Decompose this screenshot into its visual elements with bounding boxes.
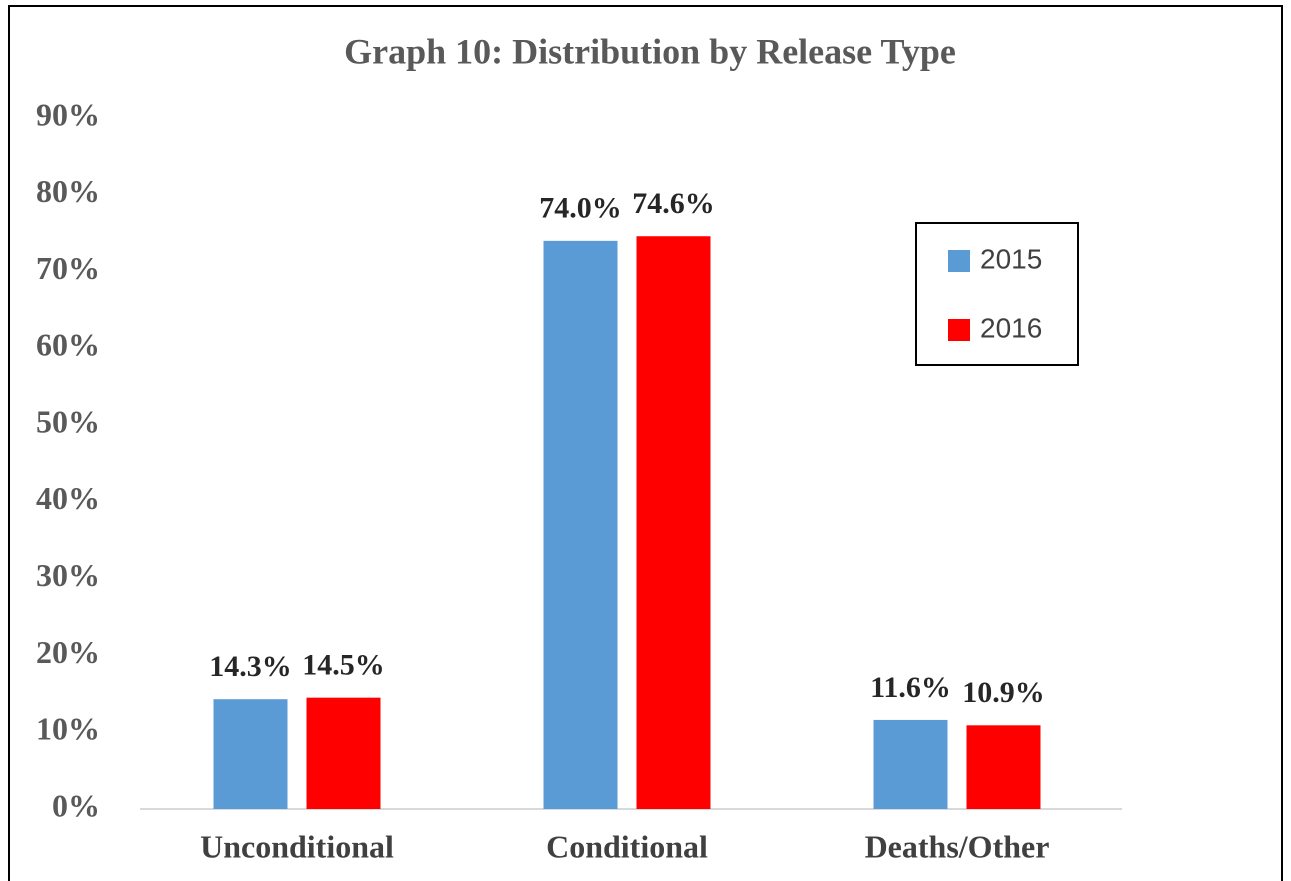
data-label: 10.9% (962, 676, 1045, 709)
y-tick-label: 80% (36, 173, 100, 209)
y-tick-label: 90% (36, 96, 100, 132)
x-tick-label: Unconditional (200, 828, 394, 864)
legend-label: 2016 (980, 312, 1042, 343)
y-tick-label: 10% (36, 711, 100, 747)
legend-swatch (948, 319, 970, 341)
data-label: 14.5% (302, 649, 385, 682)
bar (966, 725, 1041, 809)
y-tick-label: 40% (36, 480, 100, 516)
y-tick-label: 30% (36, 557, 100, 593)
bar (636, 236, 711, 809)
data-label: 74.0% (539, 192, 622, 225)
bar (873, 719, 948, 809)
x-tick-label: Deaths/Other (865, 828, 1050, 864)
legend-box (915, 222, 1079, 366)
bar (213, 699, 288, 809)
y-tick-label: 0% (52, 787, 100, 823)
legend-swatch (948, 250, 970, 272)
x-tick-label: Conditional (546, 828, 708, 864)
bar (306, 697, 381, 809)
data-label: 11.6% (870, 671, 951, 704)
data-label: 14.3% (209, 650, 292, 683)
legend-label: 2015 (980, 243, 1042, 274)
data-label: 74.6% (632, 187, 715, 220)
bar (543, 240, 618, 809)
chart-title: Graph 10: Distribution by Release Type (344, 31, 956, 71)
y-tick-label: 60% (36, 327, 100, 363)
y-tick-label: 20% (36, 634, 100, 670)
y-tick-label: 50% (36, 403, 100, 439)
y-tick-label: 70% (36, 250, 100, 286)
